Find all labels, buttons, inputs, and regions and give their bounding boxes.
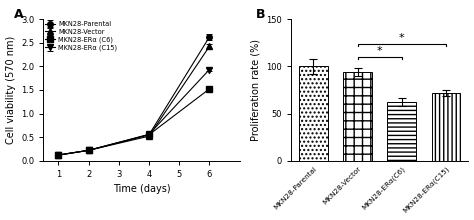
Bar	[299, 66, 328, 161]
Bar	[343, 72, 372, 161]
Y-axis label: Proliferation rate (%): Proliferation rate (%)	[251, 39, 261, 141]
Bar	[387, 102, 416, 161]
Text: B: B	[255, 8, 265, 21]
Text: *: *	[377, 46, 383, 56]
Bar	[432, 93, 460, 161]
Text: A: A	[14, 8, 24, 21]
Y-axis label: Cell viability (570 nm): Cell viability (570 nm)	[6, 36, 16, 144]
X-axis label: Time (days): Time (days)	[113, 184, 170, 194]
Legend: MKN28-Parental, MKN28-Vector, MKN28-ERα (C6), MKN28-ERα (C15): MKN28-Parental, MKN28-Vector, MKN28-ERα …	[46, 21, 117, 51]
Text: *: *	[399, 33, 405, 43]
